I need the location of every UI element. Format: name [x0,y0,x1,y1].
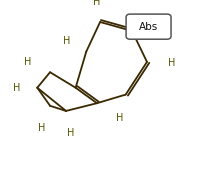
Text: H: H [116,113,123,123]
Text: H: H [63,36,70,46]
Text: H: H [168,58,176,68]
Text: H: H [67,128,74,138]
Text: H: H [38,123,45,133]
Text: H: H [93,0,101,7]
FancyBboxPatch shape [126,14,171,39]
Text: H: H [13,83,20,93]
Text: Abs: Abs [139,22,158,32]
Text: H: H [23,57,31,67]
